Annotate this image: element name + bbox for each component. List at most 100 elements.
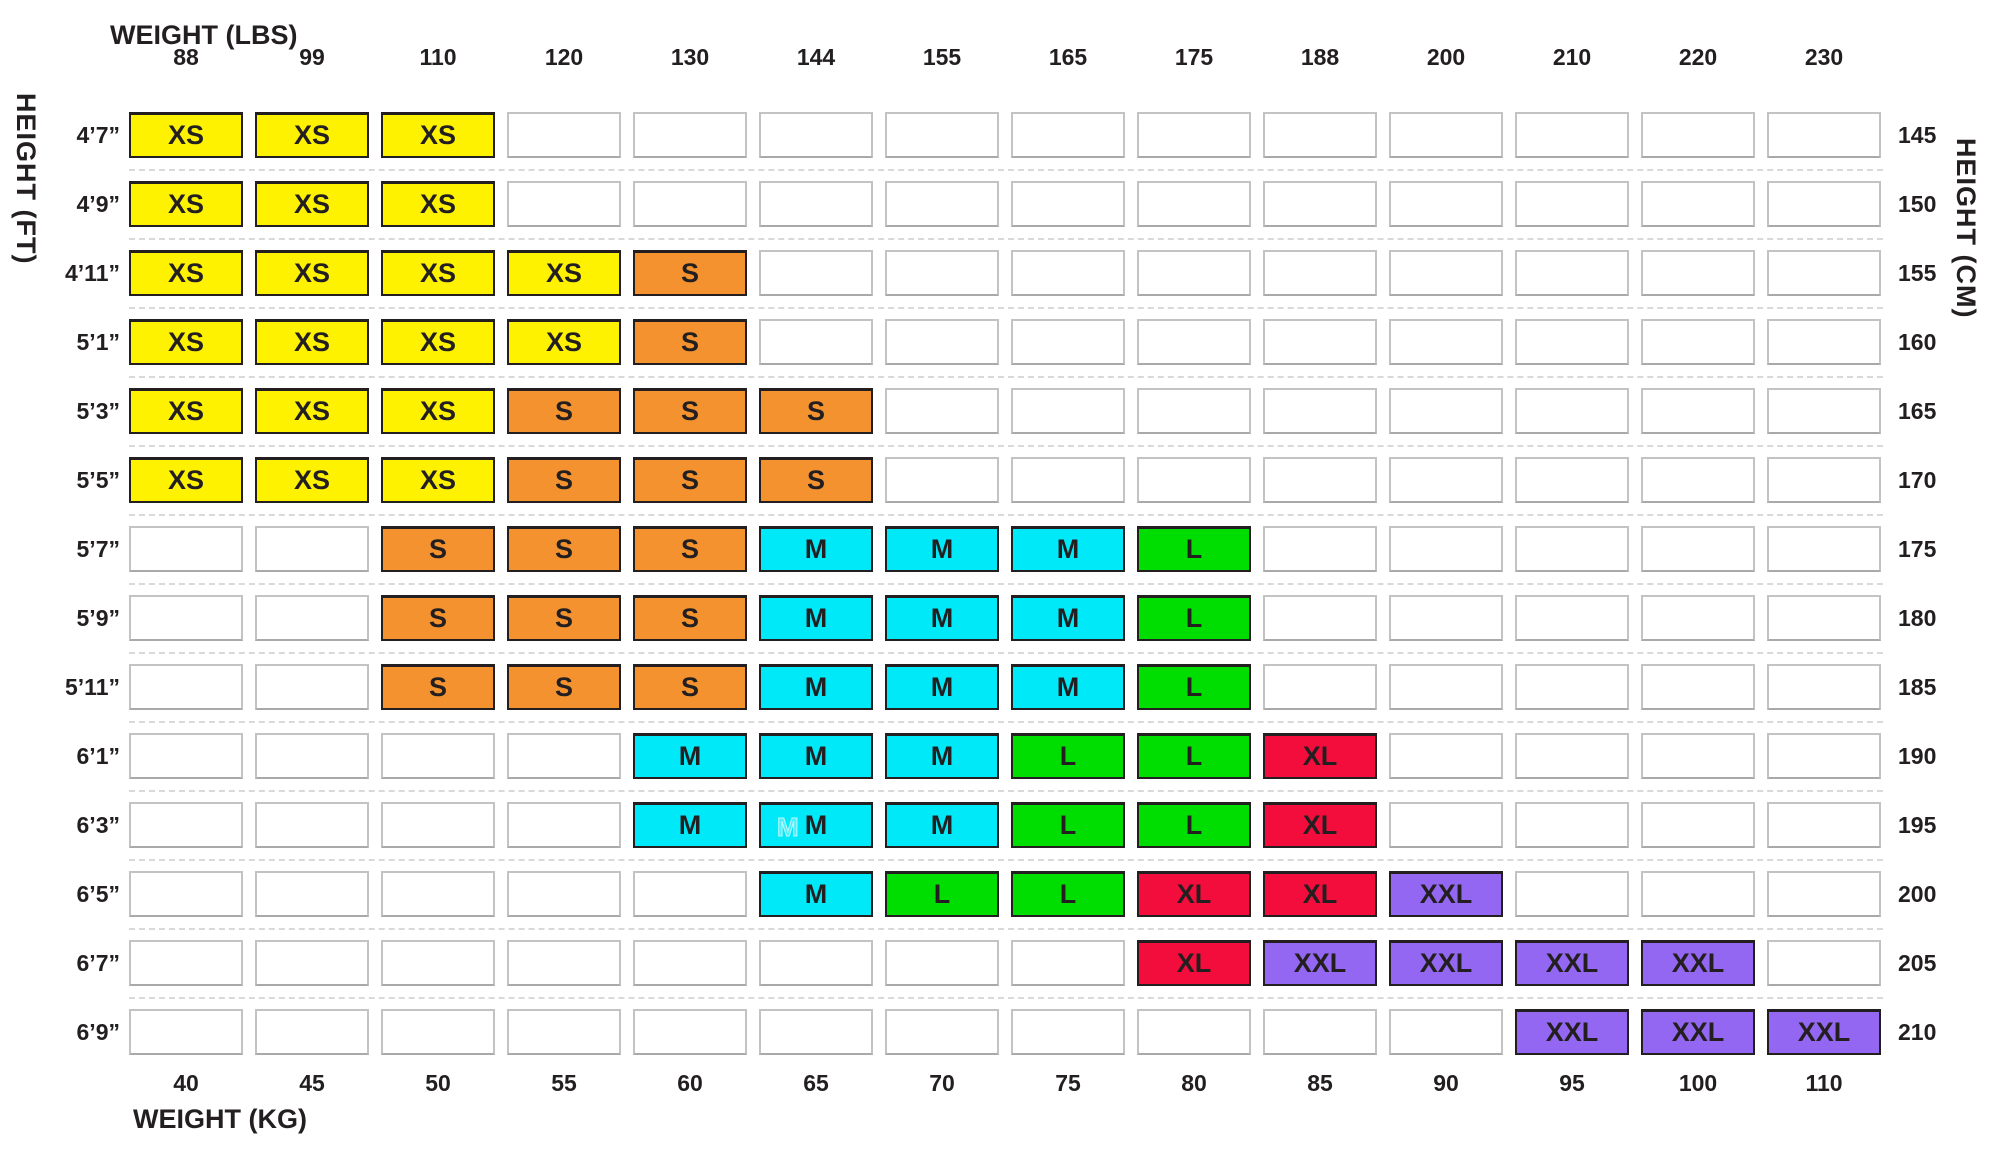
empty-cell	[885, 181, 999, 227]
empty-cell	[1263, 1009, 1377, 1055]
empty-cell	[381, 940, 495, 986]
empty-cell	[1389, 664, 1503, 710]
empty-cell	[1767, 319, 1881, 365]
ft-row-label: 5’7”	[76, 536, 120, 562]
empty-cell	[255, 595, 369, 641]
size-cell-s: S	[507, 457, 621, 503]
size-cell-xl: XL	[1137, 871, 1251, 917]
size-cell-xl: XL	[1263, 871, 1377, 917]
empty-cell	[1389, 250, 1503, 296]
size-cell-xxl: XXL	[1389, 940, 1503, 986]
size-cell-xs: XS	[381, 250, 495, 296]
empty-cell	[633, 112, 747, 158]
lbs-column-header: 200	[1426, 44, 1466, 70]
ft-row-label: 6’3”	[76, 812, 120, 838]
ft-row-label: 6’5”	[76, 881, 120, 907]
size-cell-s: S	[507, 526, 621, 572]
lbs-column-header: 120	[544, 44, 584, 70]
size-cell-xxl: XXL	[1263, 940, 1377, 986]
empty-cell	[1137, 319, 1251, 365]
empty-cell	[1389, 181, 1503, 227]
row-separator-line	[129, 652, 1883, 654]
row-separator-line	[129, 721, 1883, 723]
size-cell-s: S	[759, 388, 873, 434]
empty-cell	[1011, 1009, 1125, 1055]
empty-cell	[633, 1009, 747, 1055]
kg-column-header: 40	[173, 1070, 199, 1096]
size-cell-xl: XL	[1137, 940, 1251, 986]
size-cell-l: L	[1137, 526, 1251, 572]
ft-row-label: 5’11”	[65, 674, 120, 700]
size-cell-s: S	[633, 388, 747, 434]
kg-column-header: 110	[1805, 1070, 1843, 1096]
empty-cell	[255, 664, 369, 710]
ft-row-label: 4’7”	[76, 122, 120, 148]
cm-row-label: 190	[1898, 743, 1937, 769]
empty-cell	[1767, 802, 1881, 848]
empty-cell	[1767, 457, 1881, 503]
empty-cell	[1767, 595, 1881, 641]
empty-cell	[1011, 112, 1125, 158]
empty-cell	[1767, 181, 1881, 227]
size-cell-l: L	[1137, 733, 1251, 779]
empty-cell	[1641, 595, 1755, 641]
row-separator-line	[129, 445, 1883, 447]
empty-cell	[1263, 457, 1377, 503]
kg-column-header: 75	[1055, 1070, 1081, 1096]
weight-kg-axis-title: WEIGHT (KG)	[133, 1104, 307, 1134]
size-cell-l: L	[1011, 871, 1125, 917]
size-cell-s: S	[633, 457, 747, 503]
size-cell-xs: XS	[129, 388, 243, 434]
size-cell-s: S	[759, 457, 873, 503]
empty-cell	[1011, 457, 1125, 503]
empty-cell	[759, 1009, 873, 1055]
size-cell-xs: XS	[381, 457, 495, 503]
empty-cell	[1389, 1009, 1503, 1055]
empty-cell	[1263, 664, 1377, 710]
kg-column-header: 70	[929, 1070, 955, 1096]
size-cell-xxl: XXL	[1767, 1009, 1881, 1055]
empty-cell	[1515, 871, 1629, 917]
ft-row-label: 4’9”	[76, 191, 120, 217]
empty-cell	[885, 388, 999, 434]
size-cell-s: S	[381, 526, 495, 572]
row-separator-line	[129, 238, 1883, 240]
empty-cell	[1641, 112, 1755, 158]
empty-cell	[1011, 250, 1125, 296]
kg-column-header: 95	[1559, 1070, 1585, 1096]
cm-row-label: 145	[1898, 122, 1937, 148]
empty-cell	[507, 733, 621, 779]
kg-column-header: 55	[551, 1070, 577, 1096]
kg-column-header: 80	[1181, 1070, 1207, 1096]
empty-cell	[381, 802, 495, 848]
ft-row-label: 6’9”	[76, 1019, 120, 1045]
ft-row-labels: 4’7” 4’9” 4’11” 5’1” 5’3” 5’5” 5’7” 5’9” 5’11” 6’…	[0, 112, 120, 1055]
empty-cell	[1515, 457, 1629, 503]
empty-cell	[885, 1009, 999, 1055]
empty-cell	[129, 526, 243, 572]
size-cell-xs: XS	[129, 181, 243, 227]
cm-row-label: 165	[1898, 398, 1937, 424]
size-cell-xxl: XXL	[1515, 940, 1629, 986]
size-cell-m: M	[759, 871, 873, 917]
empty-cell	[1389, 733, 1503, 779]
empty-cell	[1767, 871, 1881, 917]
size-cell-m: M	[759, 595, 873, 641]
size-cell-xs: XS	[381, 388, 495, 434]
lbs-column-header: 230	[1804, 44, 1844, 70]
empty-cell	[507, 940, 621, 986]
empty-cell	[1389, 388, 1503, 434]
empty-cell	[1767, 733, 1881, 779]
empty-cell	[759, 181, 873, 227]
lbs-column-header: 88	[173, 44, 199, 70]
empty-cell	[1641, 871, 1755, 917]
lbs-column-header: 165	[1048, 44, 1088, 70]
size-cell-xs: XS	[255, 112, 369, 158]
empty-cell	[885, 457, 999, 503]
kg-column-header: 65	[803, 1070, 829, 1096]
empty-cell	[1263, 595, 1377, 641]
size-cell-s: S	[381, 595, 495, 641]
empty-cell	[1389, 319, 1503, 365]
size-cell-xs: XS	[255, 457, 369, 503]
kg-column-header: 100	[1678, 1070, 1718, 1096]
